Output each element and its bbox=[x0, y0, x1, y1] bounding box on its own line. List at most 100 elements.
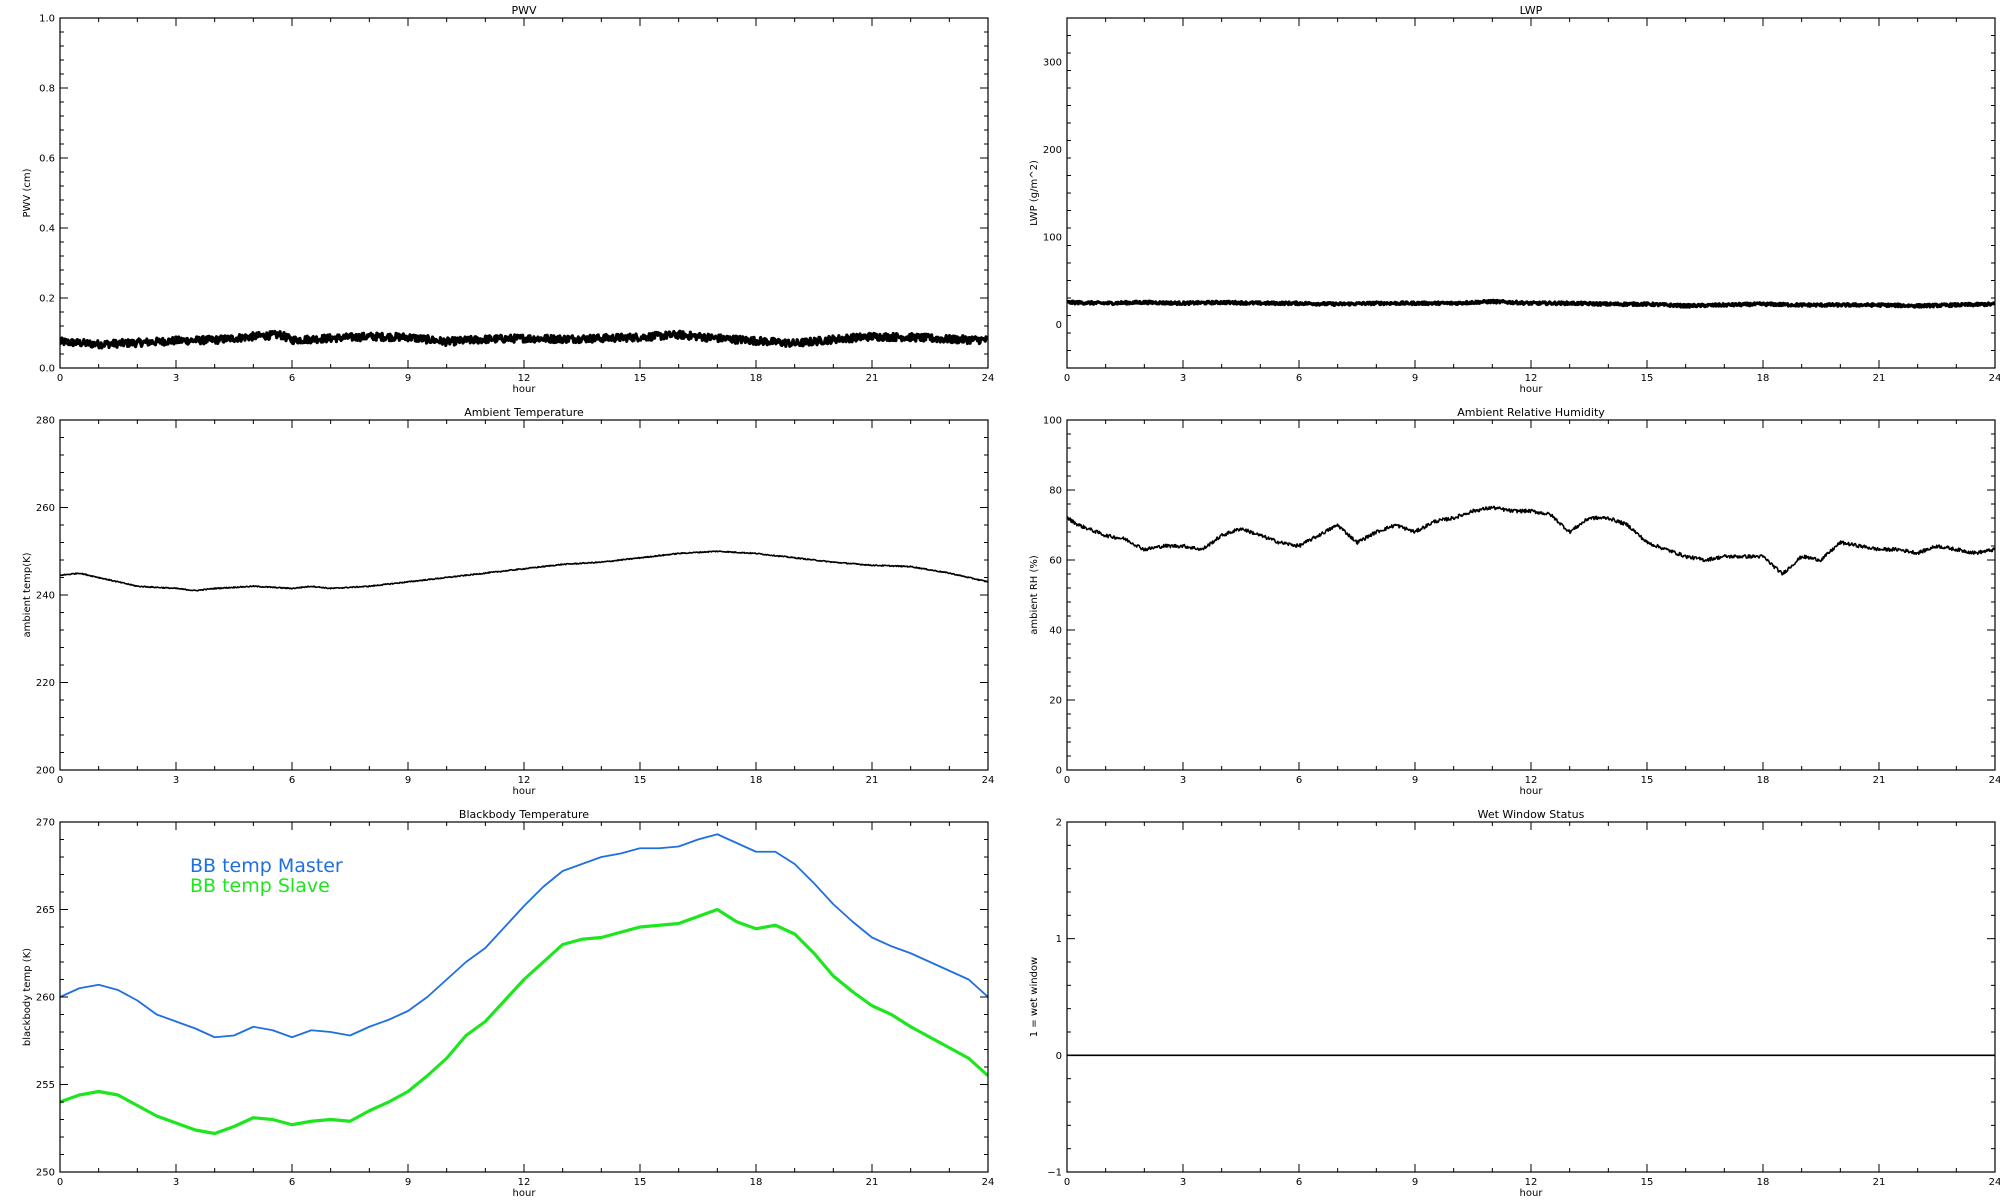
x-tick-label: 9 bbox=[405, 775, 411, 786]
y-tick-label: 200 bbox=[1043, 145, 1062, 156]
y-tick-label: 0.0 bbox=[39, 364, 55, 375]
chart-title: Wet Window Status bbox=[1478, 808, 1585, 821]
x-tick-label: 3 bbox=[173, 1177, 179, 1188]
y-axis-label: 1 = wet window bbox=[1029, 957, 1040, 1037]
chart-title: LWP bbox=[1520, 4, 1543, 17]
y-tick-label: 0.2 bbox=[39, 294, 55, 305]
x-tick-label: 24 bbox=[982, 373, 995, 384]
x-tick-label: 3 bbox=[1180, 1177, 1186, 1188]
y-tick-label: 260 bbox=[36, 993, 55, 1004]
series-line-ambient-temp-0 bbox=[60, 550, 988, 592]
series-line-ambient-rh-0 bbox=[1067, 505, 1995, 576]
x-tick-label: 21 bbox=[1873, 1177, 1886, 1188]
x-tick-label: 12 bbox=[1525, 373, 1538, 384]
y-tick-label: 260 bbox=[36, 503, 55, 514]
x-tick-label: 3 bbox=[1180, 373, 1186, 384]
chart-title: Ambient Temperature bbox=[464, 406, 584, 419]
x-tick-label: 21 bbox=[866, 373, 879, 384]
x-tick-label: 6 bbox=[1296, 373, 1302, 384]
x-tick-label: 12 bbox=[1525, 1177, 1538, 1188]
x-tick-label: 3 bbox=[1180, 775, 1186, 786]
x-tick-label: 12 bbox=[518, 1177, 531, 1188]
x-tick-label: 18 bbox=[1757, 1177, 1770, 1188]
chart-ambient-temp: Ambient Temperature 0 3 6 9 12 15 18 21 24 hour 200… bbox=[22, 406, 994, 797]
plot-frame bbox=[59, 17, 989, 369]
legend-entry: BB temp Slave bbox=[190, 875, 330, 897]
x-tick-label: 18 bbox=[1757, 775, 1770, 786]
x-tick-label: 3 bbox=[173, 373, 179, 384]
x-tick-label: 9 bbox=[405, 1177, 411, 1188]
x-tick-label: 18 bbox=[750, 373, 763, 384]
x-tick-label: 18 bbox=[1757, 373, 1770, 384]
x-tick-label: 24 bbox=[982, 775, 995, 786]
x-tick-label: 21 bbox=[1873, 775, 1886, 786]
plot-frame bbox=[1066, 17, 1996, 369]
y-tick-label: 1.0 bbox=[39, 14, 55, 25]
y-tick-label: 200 bbox=[36, 766, 55, 777]
y-axis-label: PWV (cm) bbox=[22, 168, 33, 217]
y-tick-label: 60 bbox=[1049, 556, 1062, 567]
series-line-blackbody-temp-1 bbox=[60, 907, 988, 1136]
plot-frame bbox=[1066, 821, 1996, 1173]
x-tick-label: 18 bbox=[750, 1177, 763, 1188]
y-tick-label: 100 bbox=[1043, 416, 1062, 427]
plot-frame bbox=[59, 419, 989, 771]
x-axis-label: hour bbox=[1520, 786, 1544, 797]
x-axis-label: hour bbox=[1520, 1188, 1544, 1199]
x-tick-label: 0 bbox=[57, 775, 63, 786]
x-tick-label: 24 bbox=[1989, 373, 2000, 384]
x-axis-label: hour bbox=[513, 786, 537, 797]
x-tick-label: 0 bbox=[57, 1177, 63, 1188]
y-tick-label: 80 bbox=[1049, 486, 1062, 497]
x-tick-label: 15 bbox=[634, 373, 647, 384]
x-tick-label: 15 bbox=[1641, 373, 1654, 384]
y-tick-label: −1 bbox=[1047, 1168, 1062, 1179]
x-axis-label: hour bbox=[1520, 384, 1544, 395]
y-tick-label: 265 bbox=[36, 905, 55, 916]
x-axis-label: hour bbox=[513, 1188, 537, 1199]
series-line-lwp-0 bbox=[1067, 298, 1995, 309]
x-tick-label: 6 bbox=[289, 775, 295, 786]
y-axis-label: ambient temp(K) bbox=[22, 552, 33, 637]
y-tick-label: 0.6 bbox=[39, 154, 55, 165]
y-axis-label: LWP (g/m^2) bbox=[1029, 160, 1040, 226]
x-tick-label: 0 bbox=[57, 373, 63, 384]
y-tick-label: 0 bbox=[1056, 1051, 1062, 1062]
x-tick-label: 9 bbox=[405, 373, 411, 384]
x-tick-label: 9 bbox=[1412, 1177, 1418, 1188]
x-tick-label: 3 bbox=[173, 775, 179, 786]
y-tick-label: 0.4 bbox=[39, 224, 55, 235]
chart-lwp: LWP 0 3 6 9 12 15 18 21 24 hour 0 100 200 300 LWP (g/m^… bbox=[1029, 4, 2000, 395]
x-tick-label: 21 bbox=[1873, 373, 1886, 384]
x-tick-label: 21 bbox=[866, 1177, 879, 1188]
y-tick-label: 240 bbox=[36, 591, 55, 602]
y-tick-label: 250 bbox=[36, 1168, 55, 1179]
y-tick-label: 255 bbox=[36, 1080, 55, 1091]
chart-ambient-rh: Ambient Relative Humidity 0 3 6 9 12 15 18 21 24 h… bbox=[1029, 406, 2000, 797]
x-tick-label: 15 bbox=[1641, 775, 1654, 786]
x-tick-label: 0 bbox=[1064, 775, 1070, 786]
x-tick-label: 6 bbox=[289, 1177, 295, 1188]
y-tick-label: 100 bbox=[1043, 232, 1062, 243]
x-tick-label: 12 bbox=[518, 373, 531, 384]
x-tick-label: 12 bbox=[518, 775, 531, 786]
x-tick-label: 15 bbox=[1641, 1177, 1654, 1188]
x-tick-label: 9 bbox=[1412, 373, 1418, 384]
y-tick-label: 0.8 bbox=[39, 84, 55, 95]
y-tick-label: 1 bbox=[1056, 934, 1062, 945]
y-tick-label: 270 bbox=[36, 818, 55, 829]
x-tick-label: 24 bbox=[982, 1177, 995, 1188]
x-tick-label: 6 bbox=[289, 373, 295, 384]
plot-frame bbox=[1066, 419, 1996, 771]
y-tick-label: 220 bbox=[36, 678, 55, 689]
x-tick-label: 0 bbox=[1064, 373, 1070, 384]
x-tick-label: 9 bbox=[1412, 775, 1418, 786]
y-tick-label: 0 bbox=[1056, 320, 1062, 331]
chart-title: PWV bbox=[511, 4, 537, 17]
y-axis-label: blackbody temp (K) bbox=[22, 948, 33, 1046]
series-line-blackbody-temp-0 bbox=[60, 833, 988, 1039]
y-tick-label: 20 bbox=[1049, 696, 1062, 707]
y-tick-label: 300 bbox=[1043, 57, 1062, 68]
chart-title: Blackbody Temperature bbox=[459, 808, 589, 821]
